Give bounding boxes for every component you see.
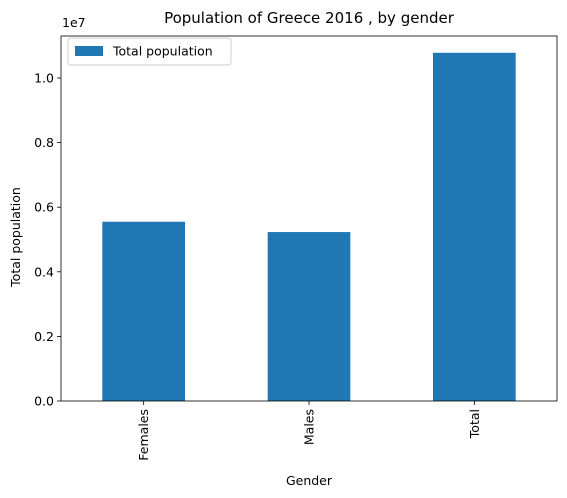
- y-tick-label: 0.0: [34, 394, 54, 409]
- legend-box: [67, 37, 232, 66]
- x-axis-label: Gender: [286, 473, 333, 488]
- y-axis-label: Total population: [8, 187, 23, 288]
- y-tick-label: 0.8: [34, 135, 54, 150]
- y-tick-label: 0.6: [34, 200, 54, 215]
- chart-title: Population of Greece 2016 , by gender: [164, 9, 455, 27]
- bar-total: [433, 52, 516, 402]
- legend: Total population: [67, 37, 232, 66]
- plot-area: Females Males Total 0.0 0.2 0.4 0.6 0.8 1.0: [34, 35, 558, 461]
- y-offset-label: 1e7: [62, 15, 86, 30]
- plot-frame: [60, 35, 558, 402]
- x-tick-label: Total: [467, 409, 482, 439]
- y-tick-label: 1.0: [34, 70, 54, 85]
- bar-males: [267, 232, 351, 401]
- x-tick-label: Females: [136, 409, 151, 461]
- x-tick-label: Males: [302, 409, 317, 445]
- legend-swatch: [75, 46, 103, 56]
- y-tick-label: 0.4: [34, 264, 54, 279]
- legend-label: Total population: [112, 44, 213, 59]
- bar-females: [102, 221, 185, 401]
- y-tick-label: 0.2: [34, 329, 54, 344]
